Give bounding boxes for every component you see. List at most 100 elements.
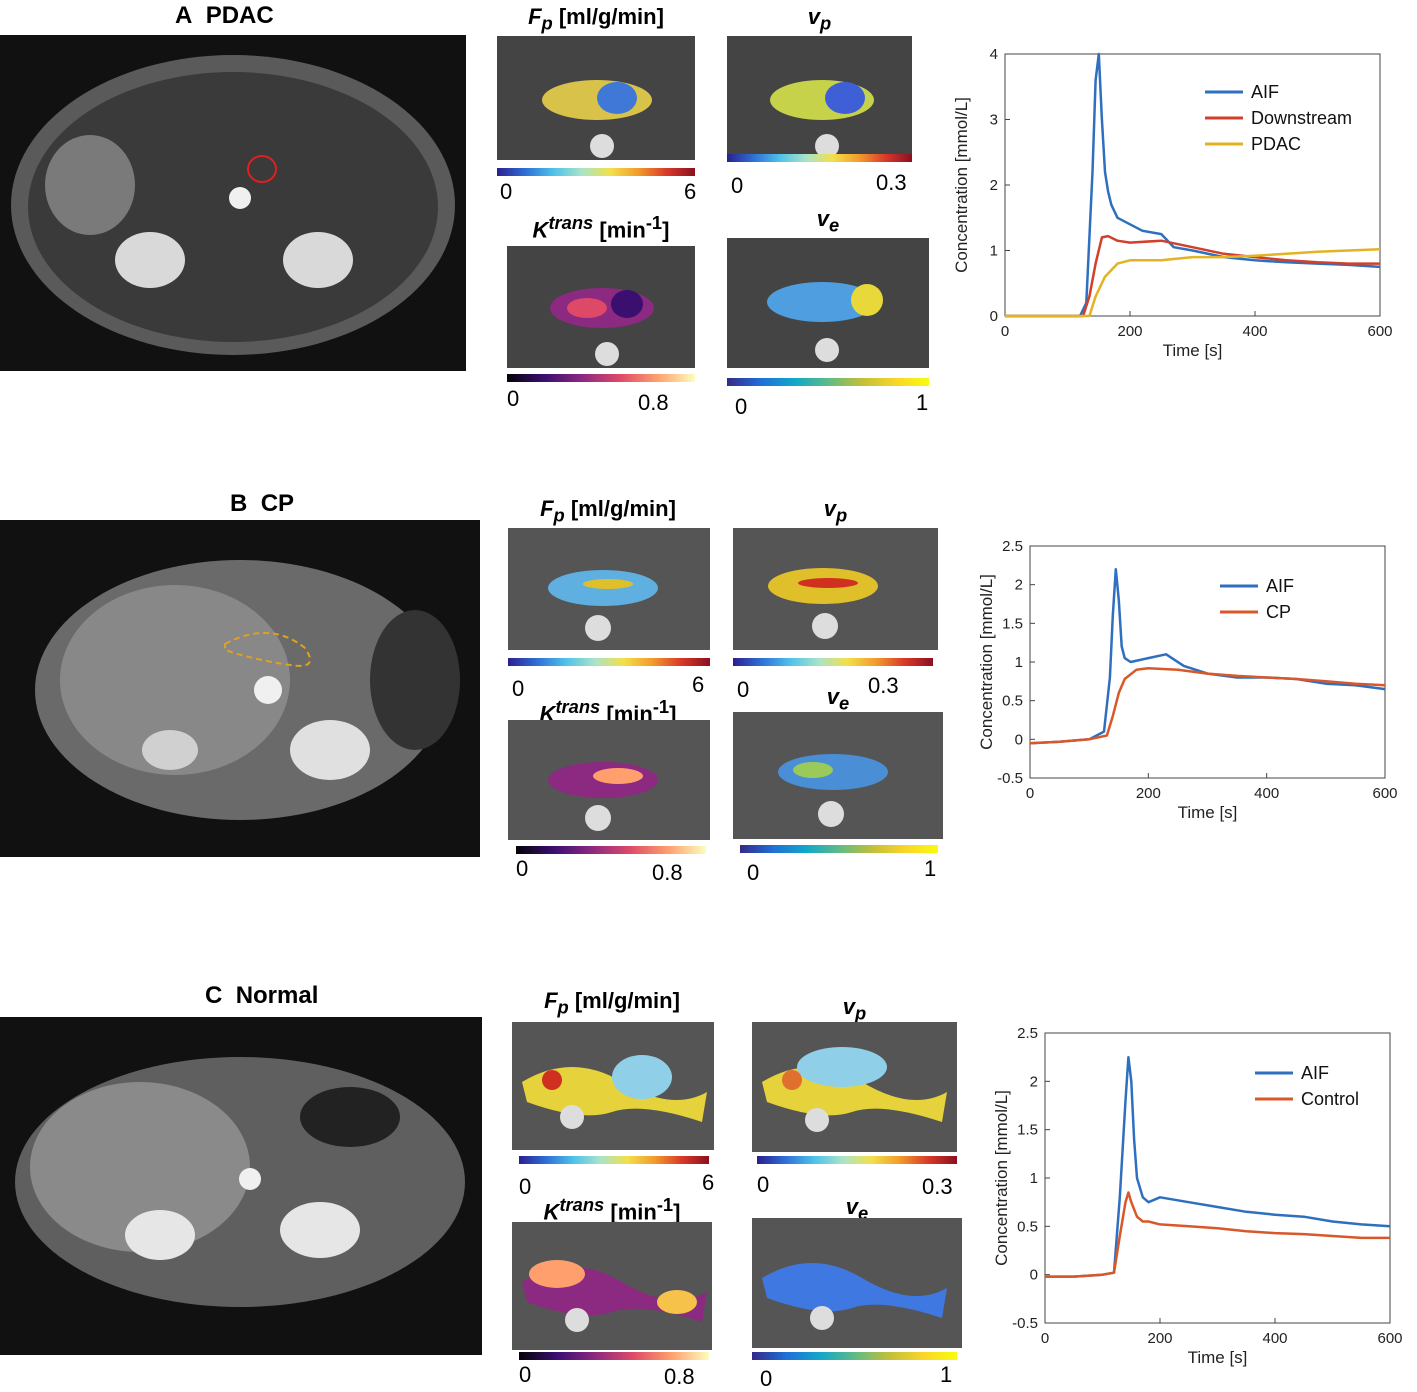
y-tick-label: 1.5 — [1017, 1122, 1038, 1139]
colorbar-fp-c — [519, 1156, 709, 1164]
colorbar-min-vp-a: 0 — [731, 173, 744, 198]
colorbar-min-fp-b: 0 — [512, 676, 525, 701]
x-axis-label: Time [s] — [1178, 803, 1238, 822]
colorbar-max-vp-c: 0.3 — [922, 1174, 953, 1199]
colorbar-vp-c — [757, 1156, 957, 1164]
map-title-ve-c: ve — [845, 1194, 869, 1224]
legend-label-pdac: PDAC — [1251, 134, 1301, 154]
colorbar-min-ve-b: 0 — [747, 860, 760, 885]
plot-area — [1044, 1032, 1391, 1324]
x-tick-label: 200 — [1147, 1330, 1172, 1347]
colorbar-vp-b — [733, 658, 933, 666]
colorbar-max-vp-b: 0.3 — [868, 673, 899, 698]
colorbar-max-ktrans-c: 0.8 — [664, 1364, 695, 1389]
colorbar-min-ktrans-a: 0 — [507, 386, 520, 411]
x-tick-label: 0 — [1041, 1330, 1049, 1347]
colorbar-max-fp-c: 6 — [702, 1170, 715, 1195]
x-tick-label: 200 — [1136, 785, 1161, 802]
mri-image-normal — [0, 1017, 482, 1355]
panel-a-title: A PDAC — [175, 2, 274, 29]
colorbar-fp-b — [508, 658, 710, 666]
map-title-fp-c: Fp [ml/g/min] — [544, 988, 680, 1018]
map-title-vp-b: vp — [823, 496, 848, 526]
panel-c-title: C Normal — [205, 982, 319, 1009]
y-axis-label: Concentration [mmol/L] — [955, 97, 971, 273]
colorbar-ktrans-a — [507, 374, 695, 382]
map-title-vp-a: vp — [807, 4, 832, 34]
map-title-fp-a: Fp [ml/g/min] — [528, 4, 664, 34]
vp-map-b — [733, 528, 938, 650]
ve-map-a — [727, 238, 929, 368]
series-line-control — [1045, 1191, 1390, 1278]
colorbar-fp-a — [497, 168, 695, 176]
y-tick-label: 2.5 — [1002, 538, 1023, 555]
colorbar-max-ve-b: 1 — [924, 856, 937, 881]
ve-map-c — [752, 1218, 962, 1348]
colorbar-min-ve-a: 0 — [735, 394, 748, 419]
colorbar-min-vp-b: 0 — [737, 677, 750, 702]
y-tick-label: 1 — [990, 243, 998, 260]
y-axis-label: Concentration [mmol/L] — [977, 574, 996, 750]
colorbar-min-fp-c: 0 — [519, 1174, 532, 1199]
y-axis-label: Concentration [mmol/L] — [992, 1090, 1011, 1266]
concentration-chart-pdac: 0 200 400 600 0 1 2 3 4 Time [s] Concentration [mm… — [955, 46, 1393, 360]
x-tick-label: 0 — [1001, 323, 1009, 340]
y-tick-label: 3 — [990, 112, 998, 129]
x-tick-label: 400 — [1254, 785, 1279, 802]
map-title-vp-c: vp — [842, 994, 867, 1024]
mri-image-pdac — [0, 35, 466, 371]
y-tick-label: -0.5 — [997, 770, 1023, 787]
colorbar-min-ktrans-c: 0 — [519, 1362, 532, 1387]
vp-map-c — [752, 1022, 957, 1152]
colorbar-vp-a — [727, 154, 912, 162]
legend-label-aif: AIF — [1266, 576, 1294, 596]
map-title-fp-b: Fp [ml/g/min] — [540, 496, 676, 526]
fp-map-a — [497, 36, 695, 160]
x-axis-label: Time [s] — [1188, 1348, 1248, 1367]
legend-label-cp: CP — [1266, 602, 1291, 622]
colorbar-min-vp-c: 0 — [757, 1172, 770, 1197]
y-tick-label: 4 — [990, 46, 998, 63]
mri-anatomy-cp — [35, 560, 460, 820]
vp-map-a — [727, 36, 912, 160]
y-tick-label: 2 — [1015, 577, 1023, 594]
colorbar-max-ve-c: 1 — [940, 1362, 953, 1387]
mri-image-cp — [0, 520, 480, 857]
ktrans-map-c — [512, 1222, 712, 1350]
y-tick-label: 0 — [990, 308, 998, 325]
legend-label-aif: AIF — [1301, 1063, 1329, 1083]
colorbar-min-ktrans-b: 0 — [516, 856, 529, 881]
y-tick-label: 1 — [1030, 1170, 1038, 1187]
y-tick-label: -0.5 — [1012, 1315, 1038, 1332]
panel-b-title: B CP — [230, 490, 295, 517]
legend-label-aif: AIF — [1251, 82, 1279, 102]
colorbar-max-ktrans-b: 0.8 — [652, 860, 683, 885]
colorbar-max-vp-a: 0.3 — [876, 170, 907, 195]
colorbar-min-ve-c: 0 — [760, 1366, 773, 1391]
mri-anatomy-normal — [15, 1057, 465, 1307]
x-tick-label: 200 — [1117, 323, 1142, 340]
x-axis-label: Time [s] — [1163, 341, 1223, 360]
ktrans-map-b — [508, 720, 710, 840]
y-tick-label: 0 — [1015, 731, 1023, 748]
colorbar-ktrans-c — [519, 1352, 709, 1360]
colorbar-max-fp-a: 6 — [684, 179, 697, 204]
plot-area — [1004, 53, 1381, 317]
y-tick-label: 2.5 — [1017, 1025, 1038, 1042]
legend-label-control: Control — [1301, 1089, 1359, 1109]
colorbar-max-ktrans-a: 0.8 — [638, 390, 669, 415]
colorbar-ktrans-b — [516, 846, 706, 854]
y-tick-label: 0 — [1030, 1267, 1038, 1284]
x-tick-label: 600 — [1372, 785, 1397, 802]
y-tick-label: 1.5 — [1002, 615, 1023, 632]
map-title-ve-b: ve — [826, 684, 850, 714]
fp-map-b — [508, 528, 710, 650]
series-line-aif — [1005, 52, 1381, 318]
y-tick-label: 0.5 — [1002, 693, 1023, 710]
y-tick-label: 0.5 — [1017, 1218, 1038, 1235]
x-tick-label: 0 — [1026, 785, 1034, 802]
colorbar-ve-b — [740, 845, 938, 853]
ktrans-map-a — [507, 246, 695, 368]
